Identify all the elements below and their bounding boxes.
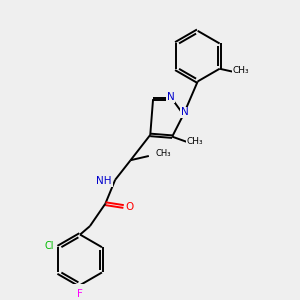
Text: CH₃: CH₃ (156, 149, 171, 158)
Text: CH₃: CH₃ (186, 137, 203, 146)
Text: NH: NH (96, 176, 112, 186)
Text: F: F (77, 289, 83, 299)
Text: Cl: Cl (44, 241, 54, 251)
Text: N: N (167, 92, 175, 102)
Text: CH₃: CH₃ (233, 66, 250, 75)
Text: N: N (181, 107, 189, 117)
Text: O: O (126, 202, 134, 212)
